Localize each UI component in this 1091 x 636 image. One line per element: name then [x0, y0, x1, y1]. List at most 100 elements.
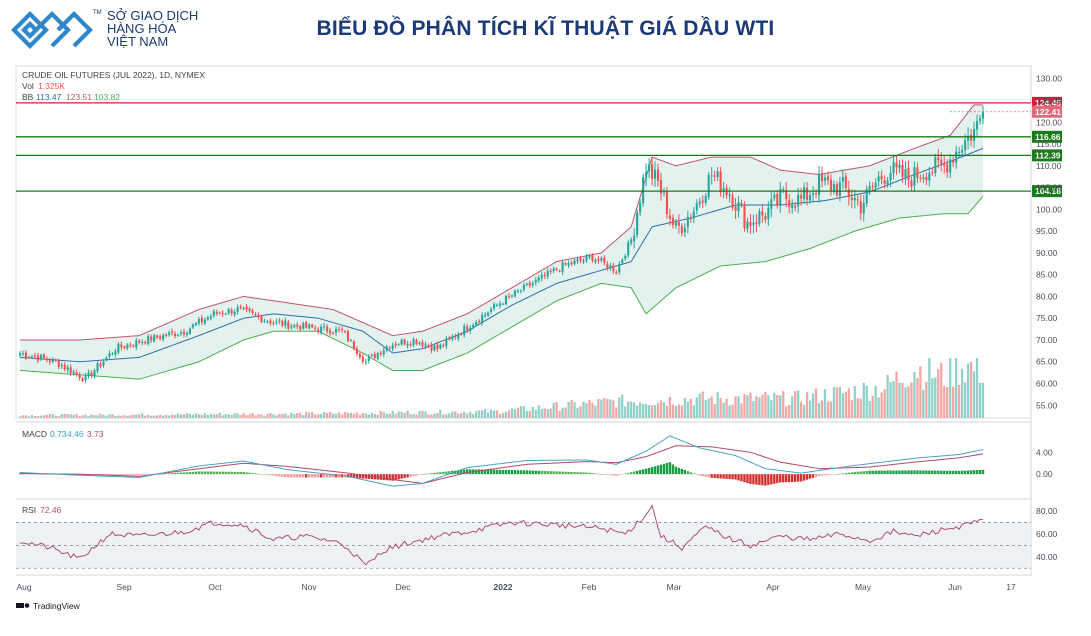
candle-body — [648, 164, 651, 172]
volume-bar — [856, 398, 859, 418]
volume-bar — [492, 410, 496, 418]
macd-histogram-bar — [752, 474, 755, 485]
candle-body — [278, 320, 281, 322]
volume-bar — [931, 378, 934, 418]
volume-bar — [311, 412, 314, 418]
candle-body — [910, 180, 913, 187]
candle-body — [710, 175, 713, 177]
candle-body — [48, 360, 51, 362]
candle-body — [734, 206, 737, 211]
candle-body — [814, 193, 818, 195]
volume-legend-value: 1.325K — [38, 81, 65, 91]
candle-body — [940, 159, 943, 164]
time-tick-label: May — [855, 582, 872, 592]
macd-histogram-bar — [310, 474, 314, 478]
candle-body — [594, 259, 597, 262]
macd-histogram-bar — [922, 470, 925, 475]
candle-body — [624, 255, 627, 259]
macd-histogram-bar — [266, 474, 269, 475]
volume-bar — [358, 414, 362, 418]
macd-histogram-bar — [618, 474, 621, 476]
macd-histogram-bar — [573, 472, 576, 475]
candle-body — [51, 358, 54, 362]
candle-body — [889, 172, 892, 181]
macd-histogram-bar — [308, 474, 311, 478]
macd-pane: 4.00 0.00 — [18, 435, 1053, 487]
volume-bar — [958, 384, 961, 418]
candle-body — [308, 324, 311, 329]
macd-histogram-bar — [513, 470, 517, 475]
volume-bar — [960, 368, 964, 418]
macd-histogram-bar — [346, 474, 350, 478]
macd-histogram-bar — [194, 471, 198, 475]
candle-body — [812, 193, 815, 195]
macd-histogram-bar — [388, 474, 391, 481]
volume-bar — [489, 409, 493, 418]
candle-body — [591, 255, 594, 261]
level-tag-label: 124.45 — [1035, 98, 1061, 108]
macd-histogram-bar — [788, 474, 791, 483]
candle-body — [144, 341, 147, 344]
candle-body — [525, 283, 528, 285]
macd-histogram-bar — [695, 474, 698, 475]
macd-histogram-bar — [910, 470, 913, 475]
volume-bar — [776, 395, 779, 418]
volume-bar — [829, 401, 833, 418]
macd-histogram-bar — [224, 471, 227, 475]
volume-bar — [662, 402, 666, 418]
candle-body — [978, 118, 982, 121]
volume-bar — [758, 397, 761, 418]
candle-body — [707, 174, 710, 197]
macd-histogram-bar — [141, 474, 144, 476]
volume-bar — [832, 386, 836, 418]
volume-bar — [117, 415, 120, 418]
macd-histogram-bar — [480, 469, 484, 475]
candle-body — [227, 309, 230, 314]
volume-bar — [424, 411, 427, 418]
macd-histogram-bar — [126, 474, 129, 476]
candle-body — [472, 325, 475, 328]
volume-bar — [594, 405, 597, 418]
candle-body — [767, 207, 770, 220]
volume-bar — [740, 403, 743, 418]
candle-body — [302, 323, 305, 329]
candle-body — [716, 171, 719, 177]
rsi-legend-label: RSI — [22, 505, 36, 515]
macd-histogram-bar — [624, 473, 627, 475]
volume-bar — [877, 397, 880, 418]
level-tag-label: 104.18 — [1035, 186, 1061, 196]
macd-histogram-bar — [656, 465, 660, 475]
volume-bar — [707, 398, 710, 418]
candle-body — [84, 375, 87, 381]
volume-bar — [400, 411, 403, 418]
level-tag — [1032, 185, 1062, 198]
macd-histogram-bar — [418, 474, 421, 475]
macd-histogram-bar — [290, 474, 293, 478]
candle-body — [24, 352, 28, 358]
time-tick-label: Apr — [766, 582, 779, 592]
volume-bar — [692, 405, 695, 418]
candle-body — [215, 312, 218, 314]
macd-histogram-bar — [716, 474, 719, 479]
candle-body — [656, 169, 660, 181]
candle-body — [743, 205, 746, 228]
volume-bar — [233, 413, 236, 418]
candle-body — [576, 259, 579, 262]
candle-body — [925, 176, 928, 181]
macd-histogram-bar — [966, 470, 970, 475]
macd-tick-label: 0.00 — [1036, 469, 1053, 479]
price-tick-label: 105.00 — [1036, 183, 1062, 193]
tradingview-logo-icon — [16, 603, 30, 608]
macd-histogram-bar — [364, 474, 368, 479]
volume-bar — [570, 400, 573, 418]
macd-histogram-bar — [737, 474, 740, 481]
candle-body — [448, 338, 451, 340]
candle-body — [433, 345, 436, 351]
volume-bar — [922, 389, 925, 418]
volume-bar — [528, 411, 531, 418]
macd-histogram-bar — [299, 474, 302, 478]
candle-body — [823, 177, 827, 181]
candle-body — [260, 316, 263, 322]
volume-bar — [650, 405, 654, 418]
